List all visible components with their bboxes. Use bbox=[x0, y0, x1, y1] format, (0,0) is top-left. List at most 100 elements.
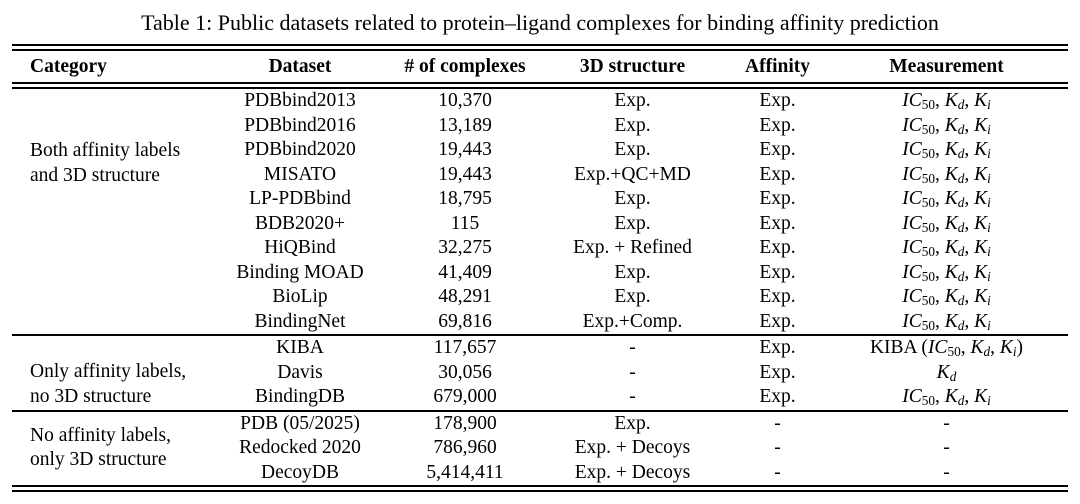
table-section-2: No affinity labels, only 3D structure PDB … bbox=[12, 410, 1068, 489]
cell-structure: Exp. bbox=[614, 90, 651, 111]
cell-affinity: - bbox=[774, 437, 781, 458]
cell-complexes: 30,056 bbox=[438, 361, 492, 383]
table-row: PDBbind2020 19,443 Exp. Exp. IC50, Kd, Ki bbox=[12, 138, 1068, 163]
table-row: DecoyDB 5,414,411 Exp. + Decoys - - bbox=[12, 461, 1068, 489]
cell-affinity: - bbox=[774, 412, 781, 434]
table-row: Both affinity labels and 3D structure PDBb… bbox=[12, 86, 1068, 186]
cell-affinity: Exp. bbox=[759, 90, 796, 111]
cell-complexes: 178,900 bbox=[433, 412, 497, 434]
cell-affinity: Exp. bbox=[759, 337, 796, 358]
table-caption: Table 1: Public datasets related to prot… bbox=[141, 10, 939, 35]
category-line: no 3D structure bbox=[30, 385, 152, 407]
cell-structure: Exp. + Refined bbox=[573, 237, 692, 258]
table-row: BindingDB 679,000 - Exp. IC50, Kd, Ki bbox=[12, 385, 1068, 411]
cell-structure: Exp. bbox=[614, 261, 651, 283]
table-row: MISATO 19,443 Exp.+QC+MD Exp. IC50, Kd, Ki bbox=[12, 163, 1068, 188]
table-row: LP-PDBbind 18,795 Exp. Exp. IC50, Kd, Ki bbox=[12, 187, 1068, 212]
cell-structure: Exp. + Decoys bbox=[574, 461, 691, 483]
cell-measurement: IC50, Kd, Ki bbox=[902, 212, 991, 235]
column-header-category: Category bbox=[30, 55, 107, 77]
column-header-complexes: # of complexes bbox=[404, 55, 526, 77]
cell-affinity: Exp. bbox=[759, 188, 796, 209]
category-cell: Both affinity labels and 3D structure bbox=[12, 86, 205, 336]
cell-measurement: IC50, Kd, Ki bbox=[902, 261, 991, 284]
table-row: Only affinity labels, no 3D structure KIBA… bbox=[12, 335, 1068, 407]
cell-dataset: LP-PDBbind bbox=[249, 188, 351, 209]
table-header: Category Dataset # of complexes 3D struc… bbox=[12, 48, 1068, 86]
category-cell: Only affinity labels, no 3D structure bbox=[12, 335, 205, 411]
cell-dataset: BioLip bbox=[272, 286, 328, 307]
table-row: Binding MOAD 41,409 Exp. Exp. IC50, Kd, Ki bbox=[12, 261, 1068, 286]
cell-structure: Exp. bbox=[614, 412, 651, 434]
category-line: and 3D structure bbox=[30, 164, 160, 186]
table-row: BDB2020+ 115 Exp. Exp. IC50, Kd, Ki bbox=[12, 212, 1068, 237]
cell-complexes: 41,409 bbox=[438, 261, 492, 283]
cell-complexes: 13,189 bbox=[438, 114, 492, 136]
cell-dataset: PDBbind2016 bbox=[244, 114, 356, 136]
header-row: Category Dataset # of complexes 3D struc… bbox=[12, 48, 1068, 86]
cell-dataset: Redocked 2020 bbox=[239, 437, 361, 458]
category-line: Both affinity labels bbox=[30, 140, 181, 161]
column-header-measurement: Measurement bbox=[889, 55, 1004, 77]
cell-dataset: DecoyDB bbox=[261, 461, 339, 483]
cell-measurement: IC50, Kd, Ki bbox=[902, 114, 991, 137]
cell-dataset: PDBbind2013 bbox=[244, 90, 356, 111]
cell-dataset: MISATO bbox=[263, 163, 337, 185]
table-row: BindingNet 69,816 Exp.+Comp. Exp. IC50, Kd, … bbox=[12, 310, 1068, 336]
cell-complexes: 18,795 bbox=[438, 188, 492, 209]
cell-affinity: - bbox=[774, 461, 781, 483]
cell-structure: - bbox=[629, 386, 636, 407]
cell-measurement: IC50, Kd, Ki bbox=[902, 163, 991, 186]
category-line: No affinity labels, bbox=[30, 424, 171, 446]
cell-affinity: Exp. bbox=[759, 212, 796, 234]
cell-measurement: IC50, Kd, Ki bbox=[902, 139, 991, 161]
cell-measurement: IC50, Kd, Ki bbox=[902, 386, 991, 408]
cell-complexes: 69,816 bbox=[438, 310, 492, 332]
cell-complexes: 19,443 bbox=[438, 163, 492, 185]
column-header-structure: 3D structure bbox=[579, 55, 686, 77]
cell-affinity: Exp. bbox=[759, 114, 796, 136]
cell-complexes: 5,414,411 bbox=[426, 461, 504, 483]
datasets-table: Category Dataset # of complexes 3D struc… bbox=[12, 44, 1068, 492]
cell-measurement: IC50, Kd, Ki bbox=[902, 286, 991, 308]
cell-complexes: 10,370 bbox=[438, 90, 492, 111]
cell-affinity: Exp. bbox=[759, 139, 796, 160]
cell-measurement: IC50, Kd, Ki bbox=[902, 188, 991, 210]
cell-measurement: - bbox=[943, 437, 950, 458]
cell-dataset: KIBA bbox=[276, 337, 324, 358]
cell-complexes: 48,291 bbox=[438, 286, 492, 307]
cell-dataset: Davis bbox=[277, 361, 323, 383]
cell-measurement: Kd bbox=[936, 361, 957, 384]
cell-structure: Exp. bbox=[614, 212, 651, 234]
cell-measurement: IC50, Kd, Ki bbox=[902, 237, 991, 259]
cell-structure: Exp. bbox=[614, 286, 651, 307]
cell-complexes: 117,657 bbox=[433, 337, 497, 358]
table-wrapper: Category Dataset # of complexes 3D struc… bbox=[12, 44, 1068, 492]
table-row: Redocked 2020 786,960 Exp. + Decoys - - bbox=[12, 436, 1068, 461]
table-section-0: Both affinity labels and 3D structure PDBb… bbox=[12, 86, 1068, 336]
cell-measurement: - bbox=[943, 412, 950, 434]
column-header-dataset: Dataset bbox=[268, 55, 332, 77]
cell-complexes: 786,960 bbox=[433, 437, 497, 458]
table-row: HiQBind 32,275 Exp. + Refined Exp. IC50, Kd,… bbox=[12, 236, 1068, 261]
cell-structure: - bbox=[629, 337, 636, 358]
cell-affinity: Exp. bbox=[759, 310, 796, 332]
category-line: Only affinity labels, bbox=[30, 361, 187, 382]
cell-structure: Exp. bbox=[614, 114, 651, 136]
cell-affinity: Exp. bbox=[759, 261, 796, 283]
cell-affinity: Exp. bbox=[759, 237, 796, 258]
cell-structure: Exp. bbox=[614, 139, 651, 160]
cell-structure: - bbox=[629, 361, 636, 383]
cell-structure: Exp. bbox=[614, 188, 651, 209]
cell-affinity: Exp. bbox=[759, 286, 796, 307]
table-row: Davis 30,056 - Exp. Kd bbox=[12, 361, 1068, 386]
cell-complexes: 679,000 bbox=[433, 386, 497, 407]
table-row: PDBbind2016 13,189 Exp. Exp. IC50, Kd, Ki bbox=[12, 114, 1068, 139]
column-header-affinity: Affinity bbox=[745, 55, 810, 77]
cell-dataset: BindingNet bbox=[254, 310, 346, 332]
cell-measurement: IC50, Kd, Ki bbox=[902, 310, 991, 333]
cell-measurement: - bbox=[943, 461, 950, 483]
cell-complexes: 32,275 bbox=[438, 237, 492, 258]
cell-dataset: HiQBind bbox=[264, 237, 336, 258]
